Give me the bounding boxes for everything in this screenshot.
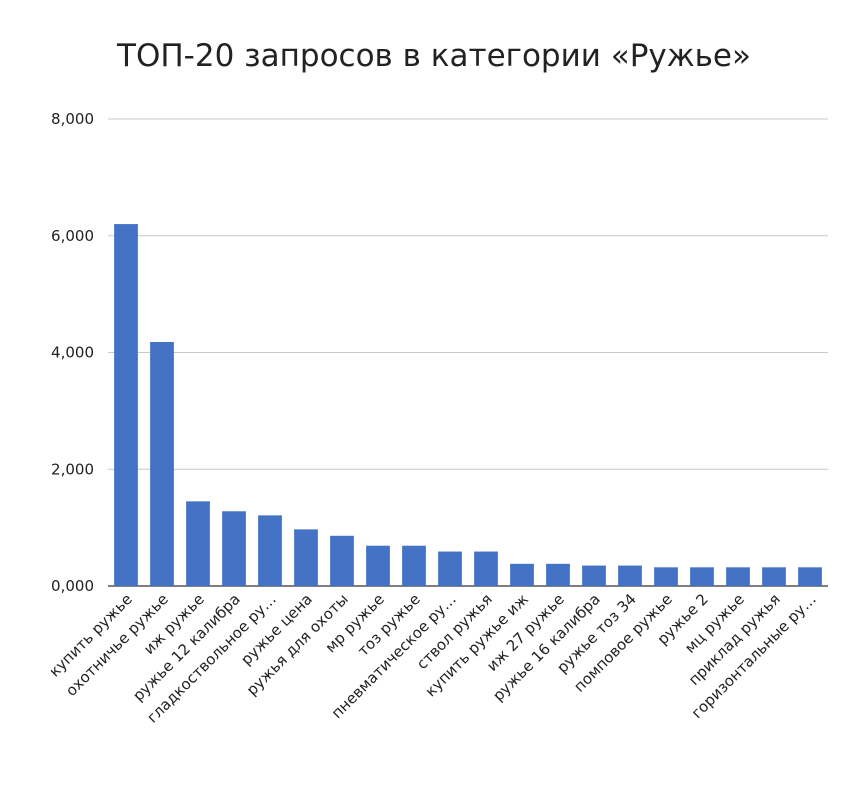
bar: [114, 224, 138, 586]
bar: [330, 535, 354, 586]
bar: [510, 563, 534, 586]
bar: [798, 567, 822, 586]
y-tick-label: 2,000: [51, 460, 94, 478]
bar: [258, 515, 282, 586]
bar: [654, 567, 678, 586]
bar: [438, 551, 462, 586]
bar: [186, 501, 210, 586]
bar: [402, 545, 426, 586]
y-tick-label: 6,000: [51, 227, 94, 245]
bar: [690, 567, 714, 586]
bar: [762, 567, 786, 586]
bars: [114, 224, 822, 586]
bar: [150, 341, 174, 586]
gridlines: [108, 118, 828, 587]
bar: [582, 565, 606, 586]
y-axis-ticks: 0,000 2,000 4,000 6,000 8,000: [51, 110, 94, 595]
bar: [546, 563, 570, 586]
bar: [366, 545, 390, 586]
bar: [726, 567, 750, 586]
y-tick-label: 4,000: [51, 344, 94, 362]
chart-title: ТОП-20 запросов в категории «Ружье»: [117, 38, 751, 74]
bar: [294, 529, 318, 586]
y-tick-label: 8,000: [51, 110, 94, 128]
bar: [222, 511, 246, 586]
bar: [618, 565, 642, 586]
y-tick-label: 0,000: [51, 577, 94, 595]
bar: [474, 551, 498, 586]
